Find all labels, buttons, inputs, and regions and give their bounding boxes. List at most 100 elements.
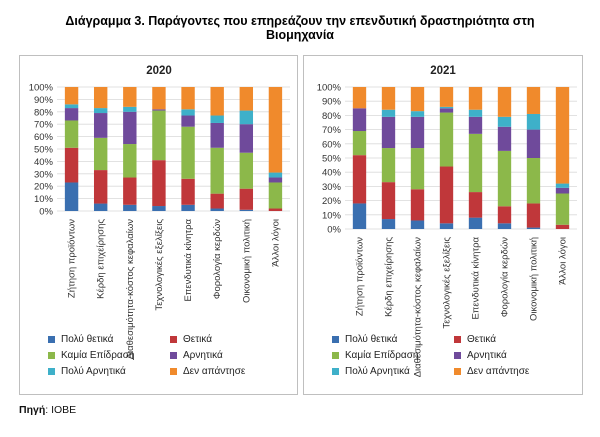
bar-segment-καμία-επίδραση bbox=[268, 182, 283, 209]
bar-segment-καμία-επίδραση bbox=[468, 133, 483, 193]
bar-segment-αρνητικά bbox=[468, 116, 483, 134]
legend-label: Αρνητικά bbox=[183, 350, 223, 361]
bar-segment-δεν-απάντησε bbox=[210, 87, 224, 116]
bar-segment-δεν-απάντησε bbox=[555, 87, 570, 184]
bar-segment-αρνητικά bbox=[181, 115, 195, 127]
bar-segment-δεν-απάντησε bbox=[152, 87, 166, 110]
bar-segment-δεν-απάντησε bbox=[352, 87, 367, 109]
bar-segment-καμία-επίδραση bbox=[181, 126, 195, 179]
legend-item-καμία-επίδραση: Καμία Επίδραση bbox=[48, 350, 134, 361]
x-tick-label: Διαθεσιμότητα-κόστος κεφαλαίων bbox=[413, 237, 424, 378]
bar-segment-θετικά bbox=[497, 206, 512, 224]
bar-segment-θετικά bbox=[64, 147, 79, 183]
legend-label: Πολύ Αρνητικά bbox=[345, 366, 410, 377]
legend-label: Καμία Επίδραση bbox=[345, 350, 419, 361]
x-tick-label: Επενδυτικά κίνητρα bbox=[183, 218, 194, 301]
bar-segment-θετικά bbox=[93, 170, 108, 204]
bar-segment-καμία-επίδραση bbox=[152, 110, 166, 161]
bar-segment-αρνητικά bbox=[152, 109, 166, 111]
bar-segment-αρνητικά bbox=[497, 126, 512, 151]
bar-segment-πολύ-αρνητικά bbox=[181, 109, 195, 116]
y-tick-label: 80% bbox=[322, 111, 342, 122]
bar-segment-πολύ-θετικά bbox=[439, 223, 454, 229]
legend-label: Δεν απάντησε bbox=[467, 366, 530, 377]
legend-item-καμία-επίδραση: Καμία Επίδραση bbox=[332, 350, 418, 361]
bar-segment-δεν-απάντησε bbox=[123, 87, 137, 107]
x-tick-label: Ζήτηση προϊόντων bbox=[67, 219, 78, 298]
page-title-line1: Διάγραμμα 3. Παράγοντες που επηρεάζουν τ… bbox=[65, 14, 535, 28]
legend-item-δεν-απάντησε: Δεν απάντησε bbox=[170, 366, 245, 377]
bar-segment-δεν-απάντησε bbox=[410, 87, 425, 112]
chart-2020: 2020 0% 10%20% 30%40%50% 60%70% 80%90%100% Ζήτ… bbox=[29, 65, 290, 359]
bar-segment-πολύ-αρνητικά bbox=[381, 109, 396, 117]
bar-segment-θετικά bbox=[152, 160, 166, 207]
bar-segment-πολύ-θετικά bbox=[410, 220, 425, 229]
x-tick-label: Οικονομική πολιτική bbox=[529, 237, 540, 321]
chart-panel-2021: 2021 0% 10% 20% 30% 40% 50% 60% 70% 80% 90% 100% Ζήτ… bbox=[303, 55, 583, 395]
legend-swatch bbox=[332, 368, 339, 375]
bar-segment-καμία-επίδραση bbox=[210, 147, 224, 194]
y-tick-label: 70% bbox=[34, 120, 54, 131]
bar-segment-πολύ-αρνητικά bbox=[555, 183, 570, 188]
bar-segment-αρνητικά bbox=[210, 122, 224, 148]
bar-segment-αρνητικά bbox=[93, 113, 108, 138]
legend-label: Θετικά bbox=[183, 334, 213, 345]
bar-segment-θετικά bbox=[268, 208, 283, 211]
bar-segment-πολύ-θετικά bbox=[468, 217, 483, 229]
bar-segment-πολύ-αρνητικά bbox=[439, 106, 454, 109]
bar-segment-θετικά bbox=[181, 178, 195, 205]
x-tick-label: Κέρδη επιχείρησης bbox=[96, 219, 107, 299]
chart-title: 2021 bbox=[430, 65, 456, 77]
legend-swatch bbox=[48, 336, 55, 343]
y-tick-label: 10% bbox=[322, 210, 342, 221]
x-tick-label: Άλλοι λόγοι bbox=[270, 219, 281, 267]
y-tick-label: 90% bbox=[34, 95, 54, 106]
page-title-line2: Βιομηχανία bbox=[266, 28, 334, 42]
bar-segment-πολύ-αρνητικά bbox=[268, 172, 283, 178]
bar-segment-θετικά bbox=[123, 177, 137, 205]
y-tick-label: 30% bbox=[322, 182, 342, 193]
y-tick-label: 100% bbox=[317, 83, 342, 94]
legend-label: Αρνητικά bbox=[467, 350, 507, 361]
bar-segment-αρνητικά bbox=[123, 111, 137, 145]
chart-title: 2020 bbox=[146, 65, 172, 77]
legend-swatch bbox=[454, 336, 461, 343]
bar-segment-δεν-απάντησε bbox=[64, 87, 79, 105]
legend-swatch bbox=[170, 368, 177, 375]
bar-segment-αρνητικά bbox=[555, 187, 570, 194]
legend-swatch bbox=[48, 368, 55, 375]
bar-segment-αρνητικά bbox=[526, 129, 541, 158]
x-tick-label: Ζήτηση προϊόντων bbox=[355, 237, 366, 316]
x-tick-label: Φορολογία κερδών bbox=[212, 219, 223, 299]
y-tick-label: 100% bbox=[29, 83, 54, 94]
legend-swatch bbox=[332, 352, 339, 359]
y-tick-label: 0% bbox=[39, 207, 53, 218]
bar-segment-δεν-απάντησε bbox=[381, 87, 396, 110]
y-tick-label: 0% bbox=[327, 225, 341, 236]
x-tick-label: Κέρδη επιχείρησης bbox=[384, 237, 395, 317]
source-note: Πηγή: ΙΟΒΕ bbox=[19, 404, 76, 416]
x-tick-label: Τεχνολογικές εξελίξεις bbox=[442, 237, 453, 329]
y-tick-label: 10% bbox=[34, 194, 54, 205]
y-tick-label: 40% bbox=[322, 168, 342, 179]
bar-segment-καμία-επίδραση bbox=[123, 144, 137, 178]
legend-label: Πολύ θετικά bbox=[345, 334, 398, 345]
bar-segment-καμία-επίδραση bbox=[439, 112, 454, 167]
x-tick-label: Φορολογία κερδών bbox=[500, 237, 511, 317]
y-tick-label: 60% bbox=[322, 139, 342, 150]
bar-segment-θετικά bbox=[526, 203, 541, 228]
bar-segment-καμία-επίδραση bbox=[93, 137, 108, 171]
bar-segment-δεν-απάντησε bbox=[239, 87, 254, 111]
source-label: Πηγή bbox=[19, 404, 46, 416]
legend-item-αρνητικά: Αρνητικά bbox=[170, 350, 223, 361]
y-tick-label: 40% bbox=[34, 157, 54, 168]
y-tick-label: 30% bbox=[34, 169, 54, 180]
y-tick-label: 70% bbox=[322, 125, 342, 136]
chart-panel-2020: 2020 0% 10% 20% 30% 40% 50% 60% 70% 80% 90% 100% Ζήτ… bbox=[19, 55, 298, 395]
legend-label: Δεν απάντησε bbox=[183, 366, 246, 377]
legend-label: Καμία Επίδραση bbox=[61, 350, 135, 361]
bar-segment-πολύ-θετικά bbox=[239, 209, 254, 211]
bar-segment-πολύ-θετικά bbox=[93, 203, 108, 211]
legend-swatch bbox=[170, 352, 177, 359]
bar-segment-θετικά bbox=[352, 155, 367, 204]
